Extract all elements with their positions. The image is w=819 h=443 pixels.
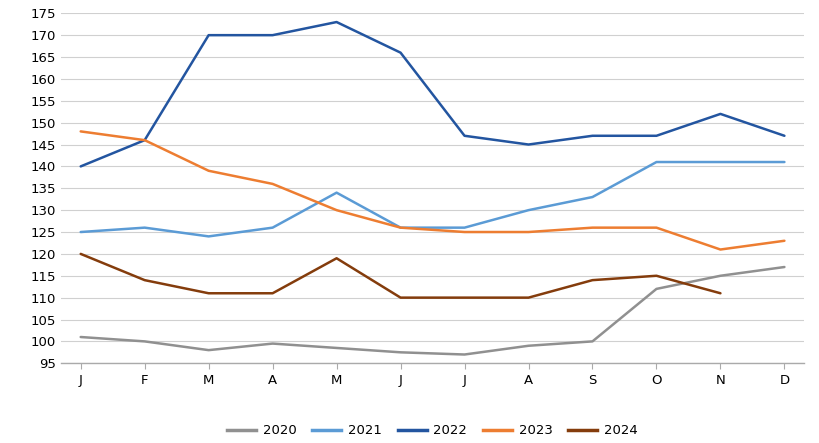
2024	[331, 256, 341, 261]
2020	[267, 341, 277, 346]
2020	[331, 345, 341, 350]
2021	[331, 190, 341, 195]
2020	[139, 339, 149, 344]
2021	[267, 225, 277, 230]
2020	[459, 352, 469, 357]
Line: 2024: 2024	[80, 254, 720, 298]
Legend: 2020, 2021, 2022, 2023, 2024: 2020, 2021, 2022, 2023, 2024	[222, 419, 642, 443]
2020	[75, 334, 85, 340]
2022	[715, 111, 725, 117]
2021	[651, 159, 661, 165]
2021	[459, 225, 469, 230]
2022	[395, 50, 405, 55]
2020	[651, 286, 661, 291]
Line: 2023: 2023	[80, 132, 784, 249]
2024	[139, 277, 149, 283]
2022	[139, 137, 149, 143]
2023	[203, 168, 213, 174]
2022	[203, 32, 213, 38]
2021	[139, 225, 149, 230]
2023	[331, 207, 341, 213]
2023	[587, 225, 597, 230]
2024	[523, 295, 533, 300]
2024	[267, 291, 277, 296]
2022	[779, 133, 789, 138]
2020	[203, 347, 213, 353]
2024	[715, 291, 725, 296]
2024	[203, 291, 213, 296]
2023	[779, 238, 789, 243]
2024	[75, 251, 85, 256]
2023	[459, 229, 469, 235]
2021	[587, 194, 597, 200]
2023	[715, 247, 725, 252]
2021	[779, 159, 789, 165]
2020	[587, 339, 597, 344]
2021	[715, 159, 725, 165]
Line: 2020: 2020	[80, 267, 784, 354]
2022	[459, 133, 469, 138]
2021	[523, 207, 533, 213]
2022	[651, 133, 661, 138]
2020	[715, 273, 725, 279]
2024	[395, 295, 405, 300]
2020	[779, 264, 789, 270]
2023	[139, 137, 149, 143]
2021	[203, 234, 213, 239]
2020	[523, 343, 533, 348]
2023	[651, 225, 661, 230]
2024	[459, 295, 469, 300]
Line: 2021: 2021	[80, 162, 784, 237]
2022	[587, 133, 597, 138]
2022	[523, 142, 533, 147]
2023	[395, 225, 405, 230]
2022	[267, 32, 277, 38]
2022	[75, 164, 85, 169]
2024	[651, 273, 661, 279]
2020	[395, 350, 405, 355]
2021	[75, 229, 85, 235]
2021	[395, 225, 405, 230]
2024	[587, 277, 597, 283]
2023	[267, 181, 277, 187]
2023	[523, 229, 533, 235]
Line: 2022: 2022	[80, 22, 784, 167]
2022	[331, 19, 341, 25]
2023	[75, 129, 85, 134]
